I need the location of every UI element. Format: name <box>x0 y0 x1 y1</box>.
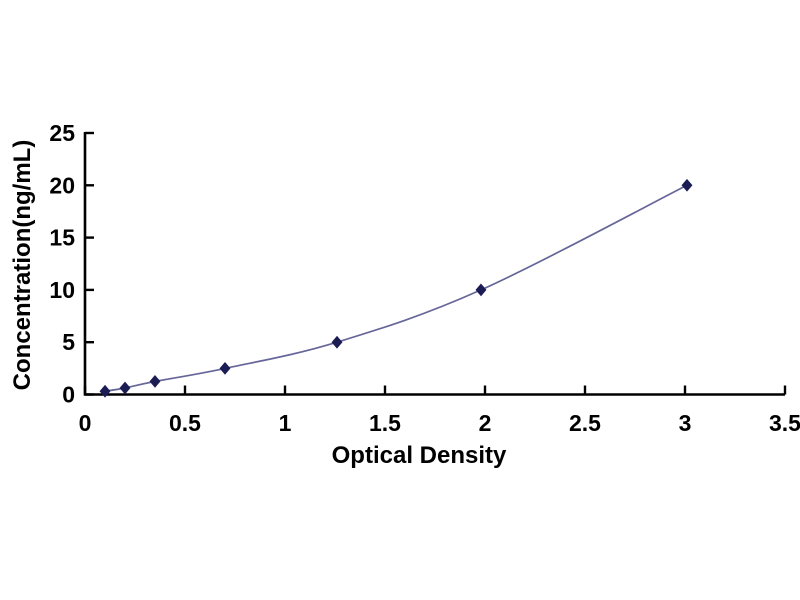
data-point-marker <box>475 283 487 297</box>
data-point-marker <box>99 384 111 398</box>
y-axis-tick-label: 5 <box>62 329 75 355</box>
plot-area: 0 0.5 1 1.5 2 2.5 3 3.5 0 5 10 15 20 25 <box>49 120 800 436</box>
data-point-marker <box>219 361 231 375</box>
x-axis-tick-label: 3 <box>679 410 692 436</box>
data-point-marker <box>681 178 693 192</box>
y-axis-tick-label: 25 <box>49 120 75 146</box>
y-axis-tick-label: 15 <box>49 225 75 251</box>
data-point-marker <box>119 381 131 395</box>
x-axis-tick-label: 0.5 <box>169 410 201 436</box>
x-axis-tick-label: 2 <box>479 410 492 436</box>
standard-curve-line <box>104 184 688 393</box>
y-axis-tick-label: 0 <box>62 382 75 408</box>
x-axis-title: Optical Density <box>332 442 507 469</box>
x-axis-tick-label: 3.5 <box>769 410 800 436</box>
axis-lines <box>83 132 785 396</box>
y-axis-tick-label: 20 <box>49 172 75 198</box>
x-axis-tick-label: 2.5 <box>569 410 601 436</box>
y-axis-title: Concentration(ng/mL) <box>9 140 36 391</box>
x-axis-tick-label: 0 <box>79 410 92 436</box>
data-point-marker <box>331 335 343 349</box>
x-axis-tick-label: 1 <box>279 410 292 436</box>
x-axis-tick-label: 1.5 <box>369 410 401 436</box>
data-point-marker <box>149 375 161 388</box>
y-axis-tick-label: 10 <box>49 277 75 303</box>
